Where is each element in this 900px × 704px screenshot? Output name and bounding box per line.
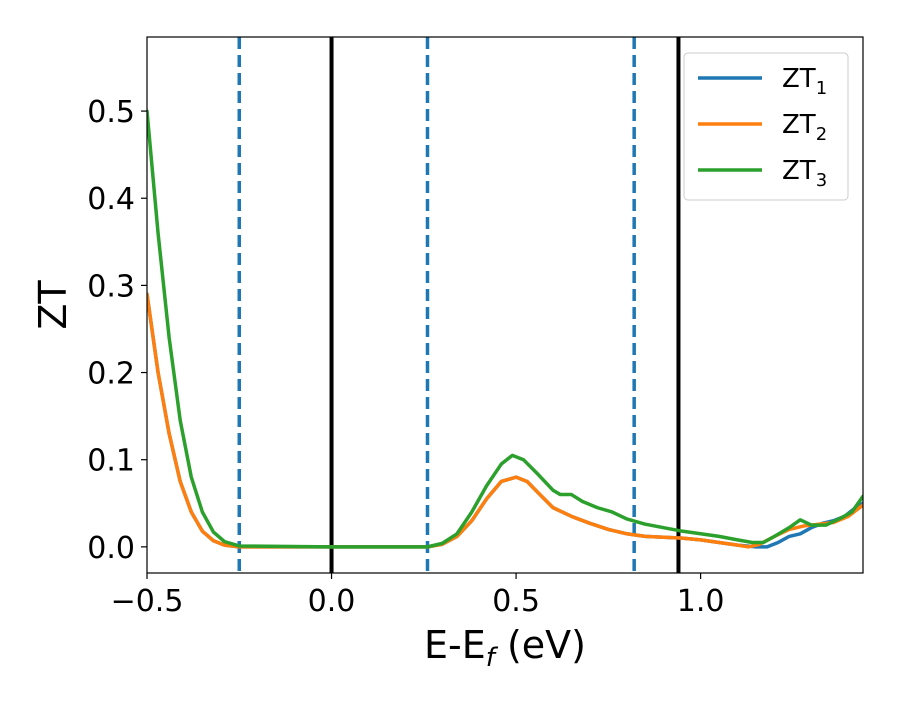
series-lines — [147, 109, 863, 549]
y-tick-label: 0.0 — [87, 531, 135, 566]
plot-frame — [146, 36, 864, 574]
legend: ZT1 ZT2 ZT3 — [683, 52, 849, 201]
legend-label-zt3: ZT3 — [782, 156, 827, 191]
x-axis-title-unit: (eV) — [495, 623, 586, 667]
x-tick-label: 0.5 — [492, 584, 540, 619]
x-axis: −0.5 0.0 0.5 1.0 — [111, 573, 725, 619]
y-axis: 0.0 0.1 0.2 0.3 0.4 0.5 — [87, 95, 147, 566]
x-axis-title: E-Ef (eV) — [424, 623, 586, 673]
y-tick-label: 0.2 — [87, 357, 135, 392]
x-tick-label: −0.5 — [111, 584, 184, 619]
series-line-zt1 — [147, 292, 863, 549]
y-tick-label: 0.1 — [87, 444, 135, 479]
x-tick-label: 1.0 — [677, 584, 725, 619]
reference-lines — [237, 37, 681, 573]
series-line-zt3 — [147, 109, 863, 549]
legend-label-zt2: ZT2 — [782, 110, 827, 145]
series-line-zt2 — [147, 292, 863, 549]
y-tick-label: 0.3 — [87, 269, 135, 304]
x-tick-label: 0.0 — [308, 584, 356, 619]
y-tick-label: 0.5 — [87, 95, 135, 130]
x-axis-title-main: E-E — [424, 623, 486, 667]
legend-frame — [683, 52, 849, 201]
legend-label-zt1: ZT1 — [782, 64, 827, 99]
y-tick-label: 0.4 — [87, 182, 135, 217]
y-axis-title: ZT — [31, 280, 75, 330]
